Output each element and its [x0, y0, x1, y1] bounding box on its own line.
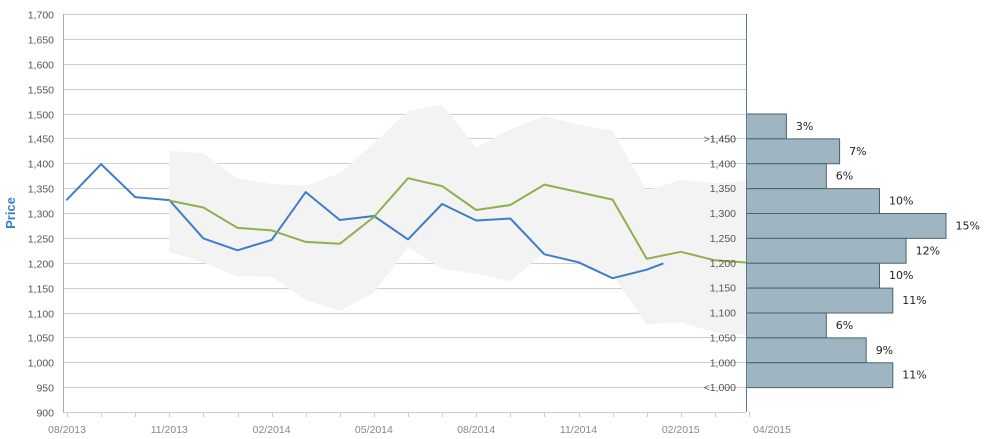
x-tick-label: 11/2013: [151, 424, 188, 436]
histogram-bucket-label: 1,400: [710, 158, 736, 170]
y-tick-label: 1,600: [28, 60, 54, 72]
x-tick-label: 02/2014: [253, 424, 291, 436]
y-tick-label: 1,400: [28, 159, 54, 171]
series-lines: [66, 163, 750, 280]
forecast-price-line: [168, 177, 750, 264]
histogram-percent-label: 6%: [836, 319, 853, 332]
y-tick-label: 1,000: [28, 358, 54, 370]
histogram-bucket-label: 1,100: [710, 308, 736, 320]
histogram-bar: [746, 213, 947, 239]
y-tick-label: 1,150: [28, 284, 54, 296]
y-tick-label: 1,200: [28, 259, 54, 271]
histogram-percent-label: 11%: [902, 369, 926, 382]
x-tick-label: 05/2014: [355, 424, 393, 436]
histogram-bar: [746, 237, 907, 264]
axes: [63, 14, 750, 417]
histogram-percent-label: 6%: [836, 170, 853, 183]
y-tick-label: 1,700: [28, 10, 54, 22]
y-tick-label: 1,250: [28, 234, 54, 246]
histogram-percent-label: 9%: [876, 344, 893, 357]
x-tick-label: 02/2015: [662, 424, 700, 436]
distribution-histogram: 3%7%6%10%15%12%10%11%6%9%11%: [746, 113, 980, 389]
y-tick-label: 1,300: [28, 209, 54, 221]
y-tick-label: 1,050: [28, 333, 54, 345]
histogram-bar: [746, 138, 841, 165]
histogram-bar: [746, 287, 894, 314]
y-tick-label: 950: [36, 383, 54, 395]
y-tick-label: 1,650: [28, 35, 54, 47]
histogram-bucket-label: 1,150: [710, 283, 736, 295]
y-tick-label: 900: [36, 408, 54, 420]
histogram-bar: [746, 188, 880, 214]
histogram-percent-label: 10%: [889, 269, 913, 282]
y-tick-label: 1,450: [28, 134, 54, 146]
histogram-bucket-label: 1,450: [710, 133, 736, 145]
y-tick-label: 1,350: [28, 184, 54, 196]
y-tick-label: 1,100: [28, 309, 54, 321]
x-tick-label: 04/2015: [753, 424, 791, 436]
histogram-percent-label: 7%: [849, 145, 866, 158]
y-tick-label: 1,500: [28, 110, 54, 122]
histogram-percent-label: 12%: [916, 244, 940, 257]
histogram-percent-label: 3%: [796, 120, 813, 133]
x-tick-label: 11/2014: [560, 424, 597, 436]
x-tick-label: 08/2014: [457, 424, 495, 436]
histogram-bar: [746, 362, 894, 389]
histogram-bar: [746, 163, 827, 190]
histogram-bar: [746, 312, 827, 339]
histogram-bucket-label: 1,050: [710, 332, 736, 344]
histogram-bar: [746, 262, 880, 289]
histogram-percent-label: 15%: [956, 219, 980, 232]
axis-labels: 900 950 1,000 1,050 1,100 1,150 1,200 1,250 1,30…: [3, 10, 791, 437]
histogram-bar: [746, 113, 787, 140]
histogram-percent-label: 10%: [889, 195, 913, 208]
x-tick-label: 08/2013: [48, 424, 86, 436]
histogram-bucket-label: 1,350: [710, 183, 736, 195]
histogram-bucket-label: 1,000: [710, 357, 736, 369]
histogram-bucket-label: <1,000: [704, 382, 737, 394]
y-axis-title: Price: [3, 197, 18, 229]
histogram-bar: [746, 337, 867, 364]
histogram-bucket-label: 1,300: [710, 208, 736, 220]
forecast-range-band: [169, 104, 750, 335]
y-tick-label: 1,550: [28, 85, 54, 97]
histogram-bucket-label: 1,200: [710, 258, 736, 270]
histogram-bucket-label: >1,450: [704, 133, 737, 145]
histogram-percent-label: 11%: [902, 294, 926, 307]
forecast-range-area: [169, 104, 750, 335]
histogram-bucket-label: 1,250: [710, 233, 736, 245]
